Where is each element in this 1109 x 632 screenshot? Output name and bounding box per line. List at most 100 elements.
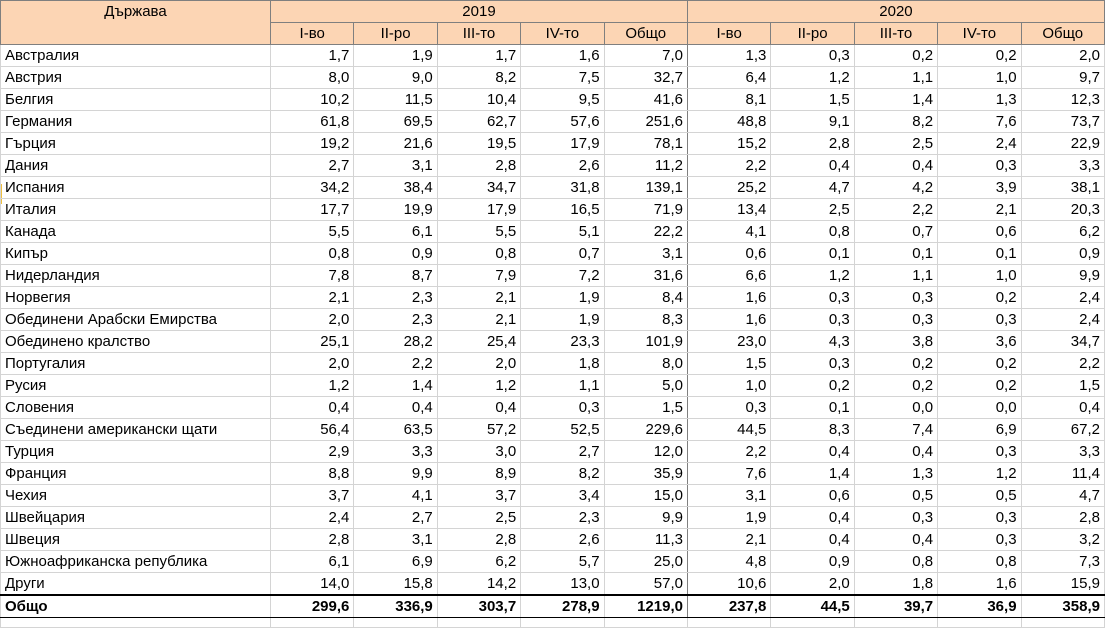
value-cell[interactable]: 1,8 bbox=[520, 352, 605, 375]
value-cell[interactable]: 2,2 bbox=[1020, 352, 1105, 375]
value-cell[interactable]: 1,6 bbox=[686, 286, 772, 309]
value-cell[interactable]: 2,3 bbox=[520, 506, 605, 529]
value-cell[interactable]: 1,5 bbox=[770, 88, 855, 111]
value-cell[interactable]: 25,1 bbox=[269, 330, 355, 353]
value-cell[interactable]: 11,5 bbox=[353, 88, 438, 111]
value-cell[interactable]: 0,8 bbox=[770, 220, 855, 243]
value-cell[interactable]: 9,0 bbox=[353, 66, 438, 89]
value-cell[interactable]: 7,5 bbox=[520, 66, 605, 89]
value-cell[interactable]: 15,8 bbox=[353, 572, 438, 596]
value-cell[interactable]: 61,8 bbox=[269, 110, 355, 133]
value-cell[interactable]: 12,0 bbox=[603, 440, 688, 463]
value-cell[interactable]: 2,3 bbox=[353, 308, 438, 331]
country-cell[interactable]: Испания bbox=[0, 176, 271, 199]
country-cell[interactable]: Съединени американски щати bbox=[0, 418, 271, 441]
value-cell[interactable]: 25,2 bbox=[686, 176, 772, 199]
value-cell[interactable]: 0,4 bbox=[770, 528, 855, 551]
value-cell[interactable]: 0,8 bbox=[269, 242, 355, 265]
country-cell[interactable]: Белгия bbox=[0, 88, 271, 111]
value-cell[interactable]: 6,6 bbox=[686, 264, 772, 287]
value-cell[interactable]: 8,0 bbox=[603, 352, 688, 375]
value-cell[interactable]: 0,4 bbox=[770, 154, 855, 177]
header-year-2020[interactable]: 2020 bbox=[686, 0, 1105, 23]
value-cell[interactable]: 9,9 bbox=[1020, 264, 1105, 287]
country-cell[interactable]: Русия bbox=[0, 374, 271, 397]
country-cell[interactable]: Норвегия bbox=[0, 286, 271, 309]
value-cell[interactable]: 2,4 bbox=[937, 132, 1022, 155]
country-cell[interactable]: Канада bbox=[0, 220, 271, 243]
value-cell[interactable]: 2,6 bbox=[520, 154, 605, 177]
value-cell[interactable]: 41,6 bbox=[603, 88, 688, 111]
value-cell[interactable]: 9,9 bbox=[353, 462, 438, 485]
header-quarter-cell[interactable]: III-то bbox=[436, 22, 522, 45]
value-cell[interactable]: 1,0 bbox=[937, 66, 1022, 89]
value-cell[interactable]: 6,1 bbox=[269, 550, 355, 573]
value-cell[interactable]: 22,2 bbox=[603, 220, 688, 243]
value-cell[interactable]: 73,7 bbox=[1020, 110, 1105, 133]
value-cell[interactable]: 17,7 bbox=[269, 198, 355, 221]
value-cell[interactable]: 3,1 bbox=[603, 242, 688, 265]
country-cell[interactable]: Франция bbox=[0, 462, 271, 485]
country-cell[interactable]: Други bbox=[0, 572, 271, 596]
header-quarter-cell[interactable]: III-то bbox=[853, 22, 939, 45]
value-cell[interactable]: 0,1 bbox=[937, 242, 1022, 265]
value-cell[interactable]: 3,3 bbox=[1020, 154, 1105, 177]
value-cell[interactable]: 3,9 bbox=[937, 176, 1022, 199]
value-cell[interactable]: 4,2 bbox=[853, 176, 939, 199]
value-cell[interactable]: 139,1 bbox=[603, 176, 688, 199]
value-cell[interactable]: 2,2 bbox=[686, 154, 772, 177]
value-cell[interactable]: 8,8 bbox=[269, 462, 355, 485]
value-cell[interactable]: 9,1 bbox=[770, 110, 855, 133]
value-cell[interactable]: 0,4 bbox=[853, 154, 939, 177]
value-cell[interactable]: 13,4 bbox=[686, 198, 772, 221]
value-cell[interactable]: 2,8 bbox=[1020, 506, 1105, 529]
value-cell[interactable]: 2,8 bbox=[436, 154, 522, 177]
country-cell[interactable]: Швеция bbox=[0, 528, 271, 551]
value-cell[interactable]: 299,6 bbox=[269, 594, 355, 618]
value-cell[interactable]: 0,4 bbox=[1020, 396, 1105, 419]
value-cell[interactable]: 3,2 bbox=[1020, 528, 1105, 551]
empty-cell[interactable] bbox=[1020, 617, 1105, 628]
value-cell[interactable]: 5,1 bbox=[520, 220, 605, 243]
value-cell[interactable]: 19,5 bbox=[436, 132, 522, 155]
value-cell[interactable]: 7,9 bbox=[436, 264, 522, 287]
value-cell[interactable]: 9,9 bbox=[603, 506, 688, 529]
value-cell[interactable]: 1,5 bbox=[686, 352, 772, 375]
country-cell[interactable]: Дания bbox=[0, 154, 271, 177]
value-cell[interactable]: 17,9 bbox=[436, 198, 522, 221]
value-cell[interactable]: 2,5 bbox=[436, 506, 522, 529]
value-cell[interactable]: 8,4 bbox=[603, 286, 688, 309]
value-cell[interactable]: 0,1 bbox=[770, 242, 855, 265]
value-cell[interactable]: 1,0 bbox=[686, 374, 772, 397]
value-cell[interactable]: 1,1 bbox=[520, 374, 605, 397]
value-cell[interactable]: 21,6 bbox=[353, 132, 438, 155]
value-cell[interactable]: 1,0 bbox=[937, 264, 1022, 287]
value-cell[interactable]: 2,4 bbox=[1020, 286, 1105, 309]
value-cell[interactable]: 2,4 bbox=[269, 506, 355, 529]
header-quarter-cell[interactable]: I-во bbox=[269, 22, 355, 45]
value-cell[interactable]: 237,8 bbox=[686, 594, 772, 618]
country-cell[interactable]: Германия bbox=[0, 110, 271, 133]
country-cell[interactable]: Южноафриканска република bbox=[0, 550, 271, 573]
value-cell[interactable]: 1,2 bbox=[269, 374, 355, 397]
value-cell[interactable]: 5,5 bbox=[436, 220, 522, 243]
value-cell[interactable]: 1,9 bbox=[686, 506, 772, 529]
value-cell[interactable]: 1,1 bbox=[853, 264, 939, 287]
value-cell[interactable]: 8,7 bbox=[353, 264, 438, 287]
value-cell[interactable]: 0,0 bbox=[937, 396, 1022, 419]
value-cell[interactable]: 3,3 bbox=[1020, 440, 1105, 463]
value-cell[interactable]: 1,6 bbox=[937, 572, 1022, 596]
header-quarter-cell[interactable]: II-ро bbox=[353, 22, 438, 45]
value-cell[interactable]: 23,0 bbox=[686, 330, 772, 353]
value-cell[interactable]: 1,8 bbox=[853, 572, 939, 596]
value-cell[interactable]: 31,6 bbox=[603, 264, 688, 287]
empty-cell[interactable] bbox=[770, 617, 855, 628]
value-cell[interactable]: 0,5 bbox=[853, 484, 939, 507]
value-cell[interactable]: 2,2 bbox=[686, 440, 772, 463]
value-cell[interactable]: 0,9 bbox=[770, 550, 855, 573]
value-cell[interactable]: 8,9 bbox=[436, 462, 522, 485]
value-cell[interactable]: 0,4 bbox=[853, 440, 939, 463]
empty-cell[interactable] bbox=[603, 617, 688, 628]
value-cell[interactable]: 1,6 bbox=[686, 308, 772, 331]
value-cell[interactable]: 13,0 bbox=[520, 572, 605, 596]
